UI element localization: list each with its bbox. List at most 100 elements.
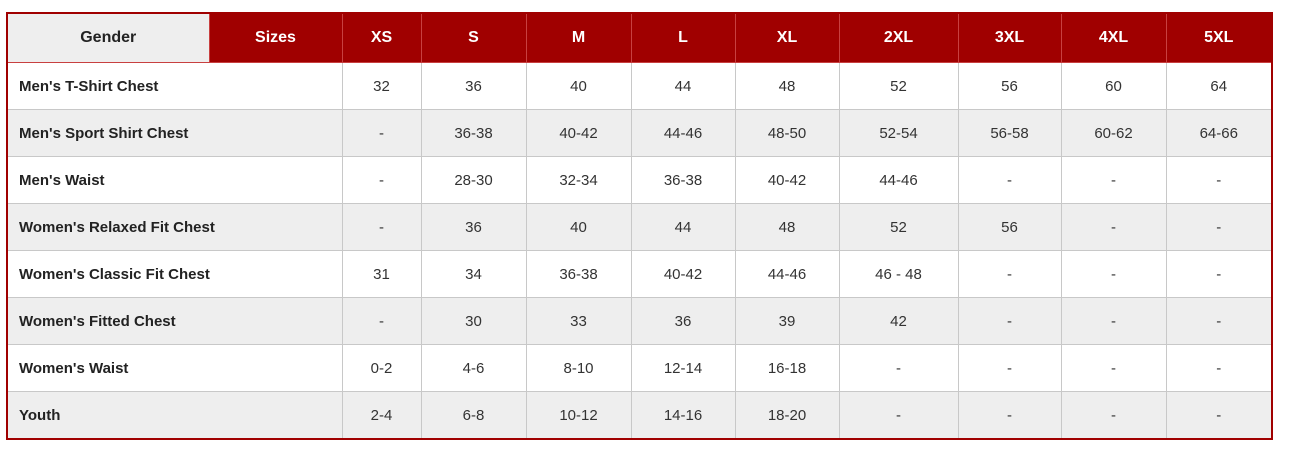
row-label: Women's Relaxed Fit Chest [6, 203, 343, 251]
size-value: 4-6 [420, 344, 527, 392]
size-value: 44 [630, 203, 736, 251]
header-cell: S [420, 12, 527, 63]
size-value: 8-10 [525, 344, 632, 392]
size-value: 2-4 [341, 391, 422, 440]
table-row: Youth 2-4 6-8 10-12 14-16 18-20- - - - [6, 391, 1273, 440]
size-value: - [341, 109, 422, 157]
header-row: Gender Sizes XS S M L XL 2XL 3XL 4XL 5XL [6, 12, 1273, 63]
size-value: 40 [525, 203, 632, 251]
size-value: 39 [734, 297, 840, 345]
size-value: 44-46 [630, 109, 736, 157]
header-cell: Gender [6, 12, 210, 63]
size-value: 0-2 [341, 344, 422, 392]
size-value: - [341, 203, 422, 251]
table-body: Men's T-Shirt Chest 32 36 40 44 48 52 56 60 64 Men… [6, 62, 1273, 440]
size-value: - [1165, 391, 1273, 440]
size-value: 36 [420, 62, 527, 110]
size-value: 60 [1060, 62, 1167, 110]
size-value: 36-38 [630, 156, 736, 204]
size-value: 31 [341, 250, 422, 298]
size-value: 48-50 [734, 109, 840, 157]
row-label: Men's Waist [6, 156, 343, 204]
row-label: Youth [6, 391, 343, 440]
size-value: 36 [630, 297, 736, 345]
size-value: 60-62 [1060, 109, 1167, 157]
table-row: Men's Waist -28-30 32-34 36-38 40-42 44-46- - - [6, 156, 1273, 204]
table-row: Women's Waist 0-2 4-6 8-10 12-14 16-18- - - - [6, 344, 1273, 392]
row-label: Men's T-Shirt Chest [6, 62, 343, 110]
header-cell: 3XL [957, 12, 1062, 63]
size-value: - [1165, 250, 1273, 298]
size-value: 30 [420, 297, 527, 345]
size-value: 52 [838, 62, 959, 110]
size-value: - [957, 344, 1062, 392]
size-value: 32-34 [525, 156, 632, 204]
size-value: - [838, 344, 959, 392]
size-value: 42 [838, 297, 959, 345]
size-chart: Gender Sizes XS S M L XL 2XL 3XL 4XL 5XL Men's T-S… [6, 12, 1273, 440]
size-value: 34 [420, 250, 527, 298]
table-row: Women's Fitted Chest -30 33 36 39 42- - - [6, 297, 1273, 345]
size-value: - [341, 297, 422, 345]
row-label: Men's Sport Shirt Chest [6, 109, 343, 157]
size-value: 44-46 [838, 156, 959, 204]
size-value: - [1165, 203, 1273, 251]
size-value: - [1165, 344, 1273, 392]
table-row: Men's T-Shirt Chest 32 36 40 44 48 52 56 60 64 [6, 62, 1273, 110]
table-header: Gender Sizes XS S M L XL 2XL 3XL 4XL 5XL [6, 12, 1273, 63]
size-value: 44 [630, 62, 736, 110]
size-value: 18-20 [734, 391, 840, 440]
row-label: Women's Classic Fit Chest [6, 250, 343, 298]
size-value: - [957, 250, 1062, 298]
size-value: 46 - 48 [838, 250, 959, 298]
size-value: 40 [525, 62, 632, 110]
size-value: 56-58 [957, 109, 1062, 157]
size-value: - [1060, 156, 1167, 204]
size-value: 14-16 [630, 391, 736, 440]
size-value: 36 [420, 203, 527, 251]
row-label: Women's Waist [6, 344, 343, 392]
size-value: - [957, 297, 1062, 345]
size-value: - [1165, 156, 1273, 204]
table-row: Men's Sport Shirt Chest -36-38 40-42 44-46 4… [6, 109, 1273, 157]
size-value: 33 [525, 297, 632, 345]
size-value: 44-46 [734, 250, 840, 298]
size-value: - [1060, 297, 1167, 345]
size-value: 16-18 [734, 344, 840, 392]
size-value: 10-12 [525, 391, 632, 440]
header-cell: M [525, 12, 632, 63]
row-label: Women's Fitted Chest [6, 297, 343, 345]
header-cell: 4XL [1060, 12, 1167, 63]
size-value: 56 [957, 203, 1062, 251]
header-cell: L [630, 12, 736, 63]
size-value: 28-30 [420, 156, 527, 204]
size-value: 56 [957, 62, 1062, 110]
size-value: 40-42 [525, 109, 632, 157]
size-value: 6-8 [420, 391, 527, 440]
header-cell: 5XL [1165, 12, 1273, 63]
table-row: Women's Classic Fit Chest 31 34 36-38 40-42 4… [6, 250, 1273, 298]
size-value: 40-42 [630, 250, 736, 298]
size-value: - [341, 156, 422, 204]
size-value: - [1060, 391, 1167, 440]
size-value: 64-66 [1165, 109, 1273, 157]
header-cell: XL [734, 12, 840, 63]
size-value: - [838, 391, 959, 440]
table-row: Women's Relaxed Fit Chest -36 40 44 48 52 56- - [6, 203, 1273, 251]
size-value: 36-38 [525, 250, 632, 298]
size-value: 48 [734, 203, 840, 251]
size-value: - [1060, 250, 1167, 298]
size-value: 32 [341, 62, 422, 110]
size-value: 36-38 [420, 109, 527, 157]
size-value: 52-54 [838, 109, 959, 157]
size-value: 64 [1165, 62, 1273, 110]
size-value: 12-14 [630, 344, 736, 392]
header-cell: 2XL [838, 12, 959, 63]
header-cell: Sizes [208, 12, 343, 63]
size-value: 52 [838, 203, 959, 251]
size-value: - [957, 391, 1062, 440]
size-value: - [1060, 344, 1167, 392]
size-value: - [957, 156, 1062, 204]
header-cell: XS [341, 12, 422, 63]
